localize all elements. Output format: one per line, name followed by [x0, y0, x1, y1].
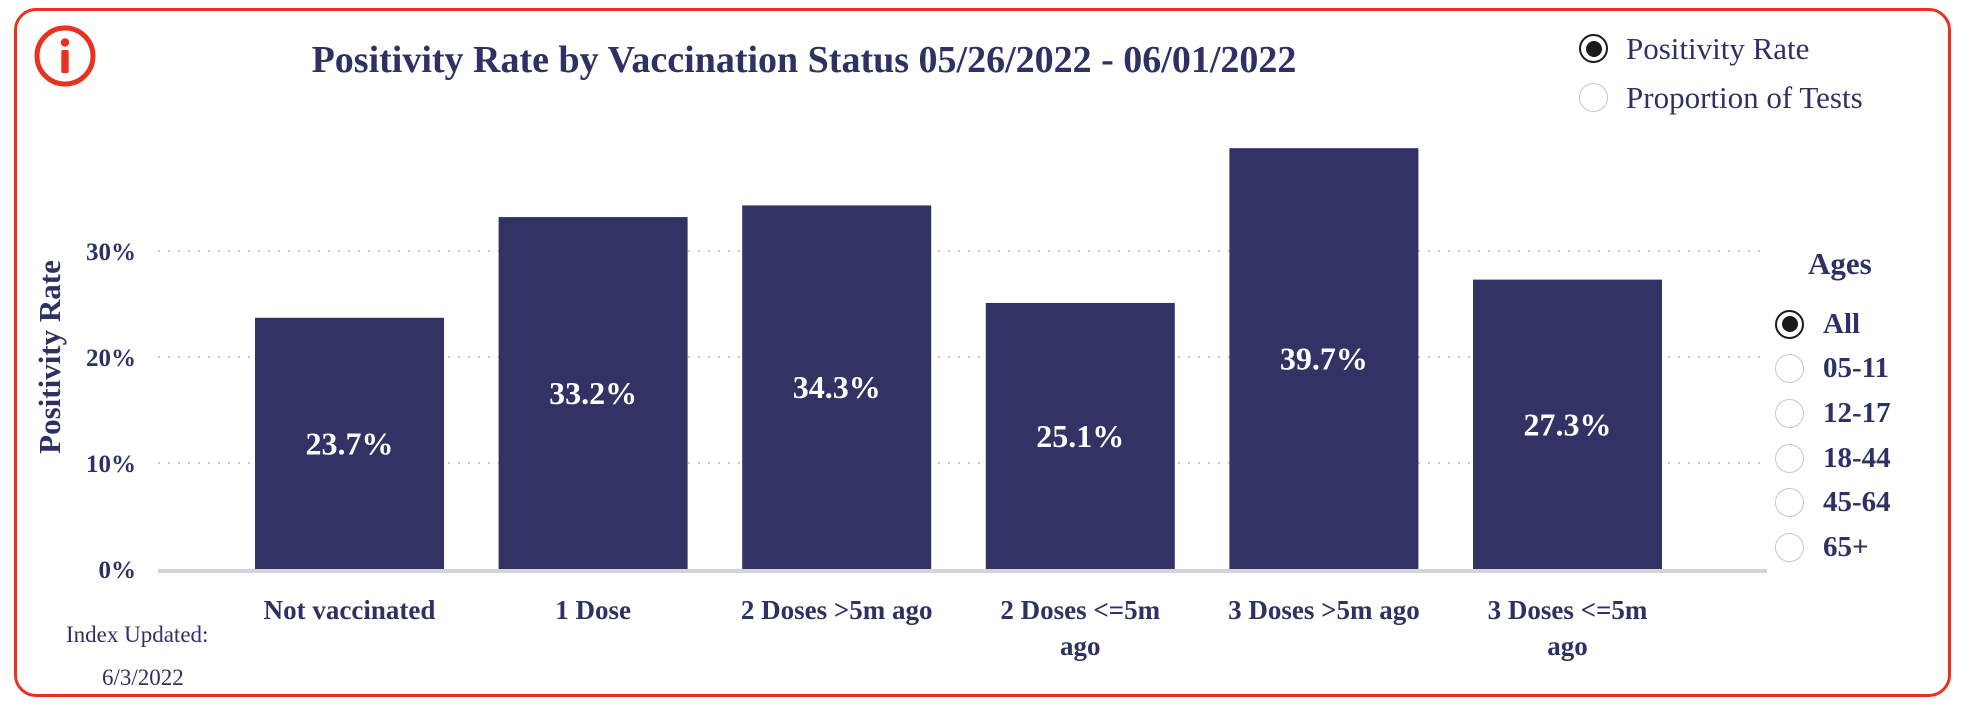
- radio-button[interactable]: [1775, 443, 1804, 473]
- age-option-label: 12-17: [1823, 396, 1891, 429]
- ages-title: Ages: [1808, 246, 1872, 281]
- age-option-label: 05-11: [1823, 352, 1890, 385]
- data-label: 39.7%: [1280, 341, 1368, 377]
- x-tick-label: ago: [1547, 631, 1588, 661]
- age-option[interactable]: 45-64: [1775, 480, 1891, 525]
- radio-button[interactable]: [1775, 354, 1804, 384]
- x-tick-label: ago: [1060, 631, 1101, 661]
- age-option-label: All: [1823, 307, 1861, 340]
- y-tick-label: 20%: [86, 345, 136, 372]
- age-option[interactable]: 65+: [1775, 525, 1891, 570]
- bar: [1473, 279, 1662, 569]
- y-tick-label: 10%: [86, 451, 136, 478]
- info-icon[interactable]: [33, 24, 97, 88]
- radio-button[interactable]: [1775, 309, 1804, 339]
- data-label: 25.1%: [1036, 418, 1124, 454]
- radio-button[interactable]: [1775, 488, 1804, 518]
- chart-frame: [14, 8, 1951, 697]
- x-tick-label: 3 Doses <=5m: [1488, 595, 1648, 625]
- x-tick-label: 3 Doses >5m ago: [1228, 595, 1420, 625]
- x-tick-label: Not vaccinated: [264, 595, 436, 625]
- ages-radio-group: All 05-11 12-17 18-44 45-64 65+: [1775, 302, 1891, 570]
- metric-option[interactable]: Proportion of Tests: [1579, 73, 1863, 122]
- age-option-label: 65+: [1823, 530, 1869, 563]
- age-option-label: 18-44: [1823, 441, 1891, 474]
- bar: [255, 317, 444, 569]
- y-tick-label: 0%: [99, 557, 137, 584]
- index-updated-date: 6/3/2022: [102, 665, 184, 690]
- y-tick-label: 30%: [86, 239, 136, 266]
- age-option[interactable]: All: [1775, 302, 1891, 347]
- radio-button[interactable]: [1579, 83, 1608, 112]
- x-tick-label: 2 Doses >5m ago: [741, 595, 933, 625]
- data-label: 34.3%: [793, 369, 881, 405]
- metric-option-label: Proportion of Tests: [1626, 79, 1863, 115]
- age-option[interactable]: 05-11: [1775, 347, 1891, 392]
- metric-radio-group: Positivity Rate Proportion of Tests: [1579, 24, 1863, 122]
- index-updated-label: Index Updated:: [66, 622, 209, 647]
- radio-button[interactable]: [1775, 532, 1804, 562]
- x-tick-label: 2 Doses <=5m: [1000, 595, 1160, 625]
- metric-option[interactable]: Positivity Rate: [1579, 24, 1863, 73]
- x-tick-label: 1 Dose: [555, 595, 631, 625]
- chart-title: Positivity Rate by Vaccination Status 05…: [311, 39, 1297, 81]
- bar: [742, 205, 932, 570]
- metric-option-label: Positivity Rate: [1626, 30, 1810, 66]
- age-option[interactable]: 18-44: [1775, 436, 1891, 481]
- bar: [498, 217, 688, 569]
- age-option-label: 45-64: [1823, 486, 1891, 519]
- y-axis-label: Positivity Rate: [32, 260, 67, 454]
- data-label: 27.3%: [1524, 406, 1612, 442]
- bar: [985, 302, 1175, 569]
- radio-button[interactable]: [1775, 398, 1804, 428]
- data-label: 33.2%: [549, 375, 637, 411]
- radio-button[interactable]: [1579, 34, 1608, 63]
- data-label: 23.7%: [306, 425, 394, 461]
- bar: [1229, 148, 1419, 569]
- x-axis-line: [158, 569, 1767, 573]
- age-option[interactable]: 12-17: [1775, 391, 1891, 436]
